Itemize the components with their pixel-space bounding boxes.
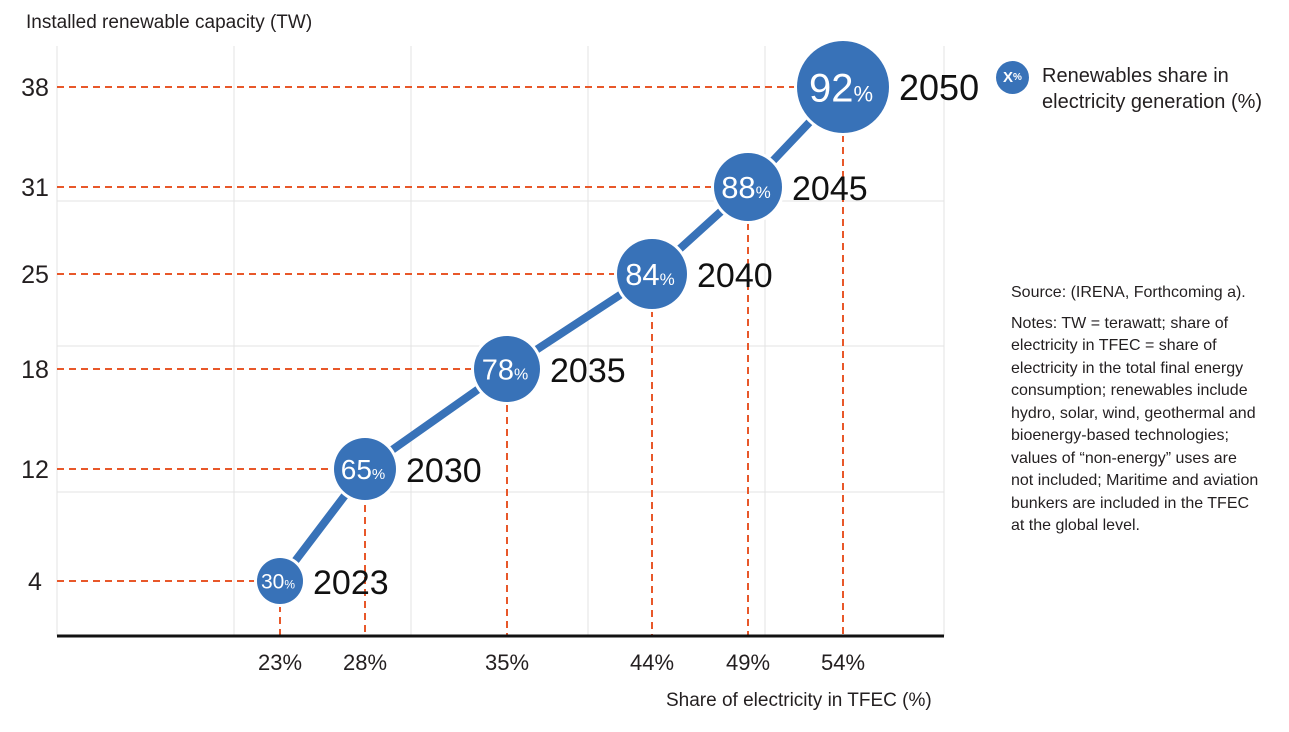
bubble-2045 [714, 153, 782, 221]
y-tick-label: 25 [21, 261, 49, 289]
legend-symbol: X [1003, 69, 1014, 86]
bubble-2040 [617, 239, 687, 309]
share-label: 65% [341, 454, 386, 485]
y-tick-label: 38 [21, 74, 49, 102]
year-label: 2040 [697, 257, 773, 295]
data-point-2040: 84% 2040 [614, 236, 773, 312]
year-label: 2050 [899, 67, 979, 108]
bubble-2035 [474, 336, 540, 402]
year-label: 2023 [313, 564, 389, 602]
year-label: 2045 [792, 170, 868, 208]
y-tick-label: 31 [21, 174, 49, 202]
x-tick-label: 54% [821, 650, 865, 675]
legend-bubble-icon: X% [996, 61, 1029, 94]
share-label: 78% [482, 354, 529, 386]
data-point-2050: 92% 2050 [794, 38, 979, 136]
bubble-2050 [797, 41, 889, 133]
data-point-2035: 78% 2035 [471, 333, 626, 405]
notes-text: Notes: TW = terawatt; share of electrici… [1011, 314, 1259, 535]
x-tick-label: 23% [258, 650, 302, 675]
share-label: 88% [721, 170, 771, 205]
y-tick-label: 12 [21, 456, 49, 484]
data-point-2030: 65% 2030 [331, 435, 482, 503]
source-text: Source: (IRENA, Forthcoming a). [1011, 284, 1246, 301]
y-tick-label: 4 [28, 568, 42, 596]
data-point-2023: 30% 2023 [254, 555, 389, 607]
legend-percent: % [1013, 72, 1022, 83]
legend-label: Renewables share in electricity generati… [1042, 65, 1263, 113]
share-label: 30% [261, 571, 295, 594]
data-point-2045: 88% 2045 [711, 150, 868, 224]
x-tick-label: 49% [726, 650, 770, 675]
year-label: 2035 [550, 352, 626, 390]
source-notes: Source: (IRENA, Forthcoming a). Notes: T… [1011, 282, 1261, 546]
x-axis-title: Share of electricity in TFEC (%) [666, 690, 932, 711]
year-label: 2030 [406, 452, 482, 490]
x-tick-label: 35% [485, 650, 529, 675]
y-axis-title: Installed renewable capacity (TW) [26, 12, 313, 33]
bubble-2030 [334, 438, 396, 500]
bubble-2023 [257, 558, 303, 604]
y-tick-label: 18 [21, 356, 49, 384]
share-label: 84% [625, 257, 675, 292]
share-label: 92% [809, 66, 873, 110]
x-tick-label: 28% [343, 650, 387, 675]
x-tick-label: 44% [630, 650, 674, 675]
